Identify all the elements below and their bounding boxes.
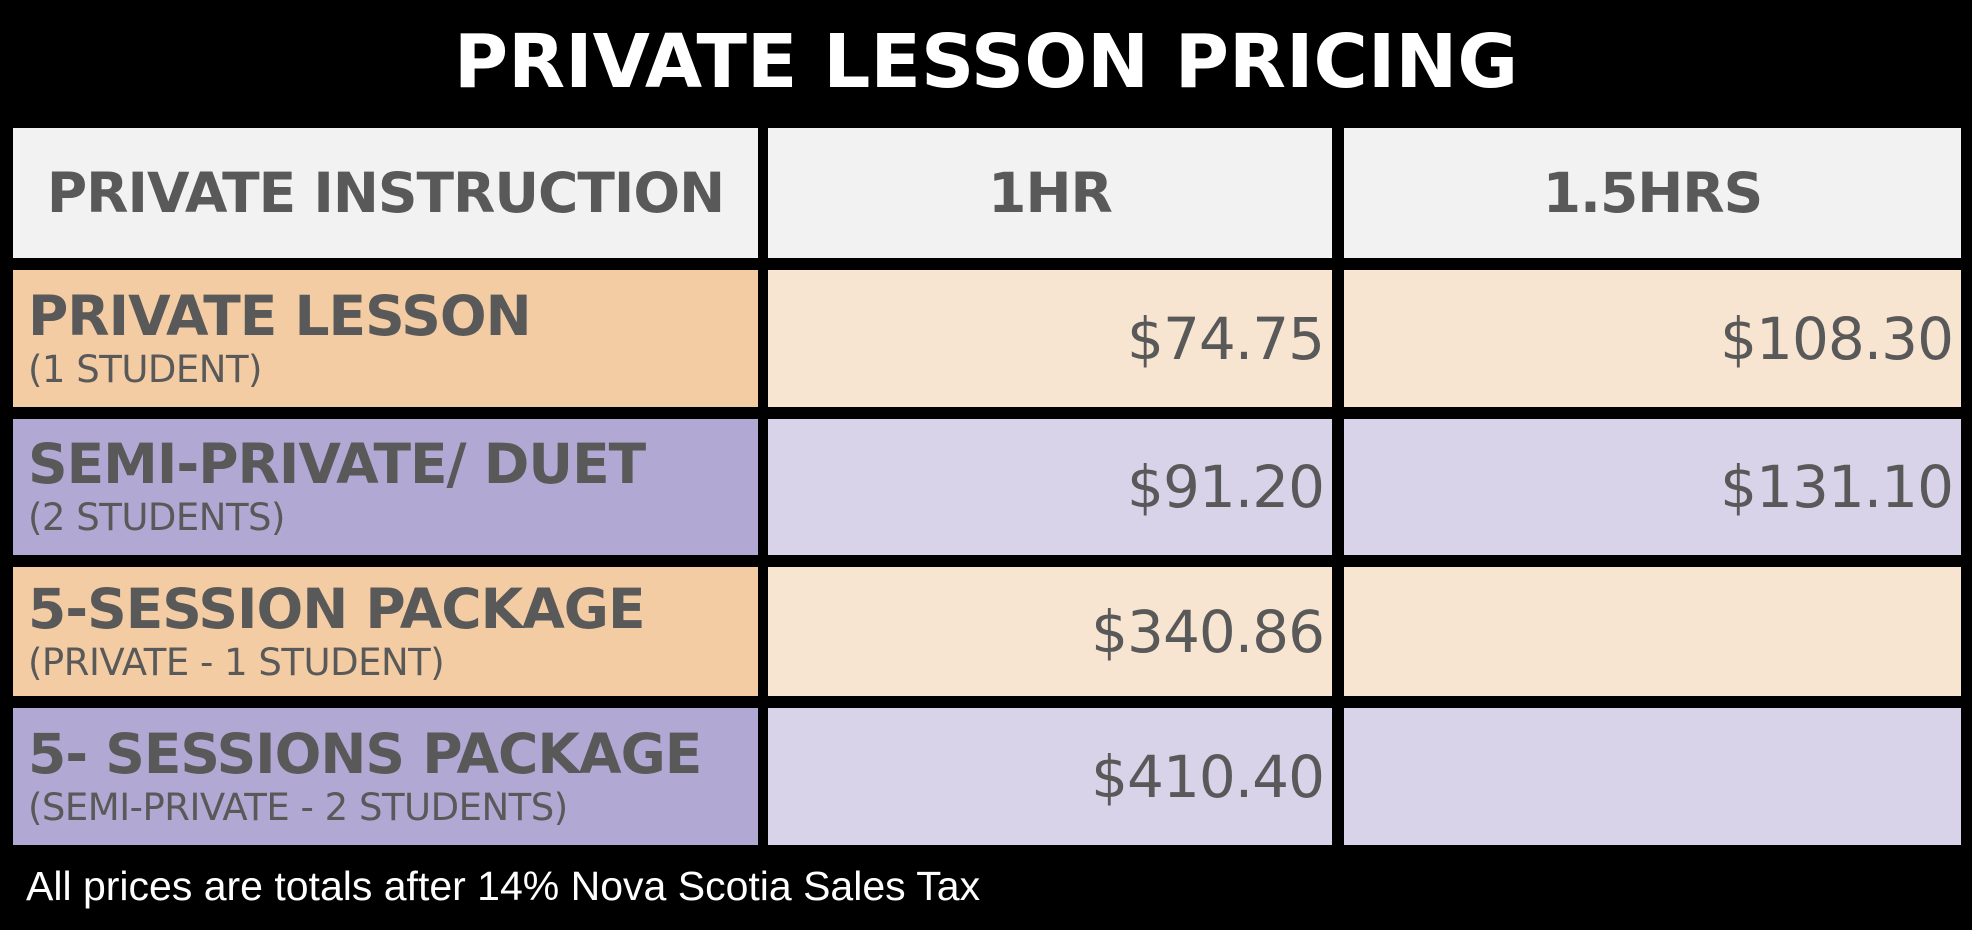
empty-price-cell (1344, 567, 1961, 696)
row-name: 5-SESSION PACKAGE (28, 576, 646, 641)
price-cell: $74.75 (768, 270, 1332, 407)
header-1-5hrs: 1.5HRS (1344, 128, 1961, 258)
row-name: SEMI-PRIVATE/ DUET (28, 432, 646, 496)
footer-note: All prices are totals after 14% Nova Sco… (26, 863, 981, 909)
row-name: PRIVATE LESSON (28, 283, 532, 348)
row-detail: (SEMI-PRIVATE - 2 STUDENTS) (28, 785, 568, 829)
row-semi-private-label: SEMI-PRIVATE/ DUET (2 STUDENTS) (13, 419, 758, 555)
empty-price-cell (1344, 708, 1961, 845)
price-cell: $340.86 (768, 567, 1332, 696)
header-private-instruction: PRIVATE INSTRUCTION (13, 128, 758, 258)
price-cell: $91.20 (768, 419, 1332, 555)
row-5-session-package-label: 5-SESSION PACKAGE (PRIVATE - 1 STUDENT) (13, 567, 758, 696)
row-private-lesson-label: PRIVATE LESSON (1 STUDENT) (13, 270, 758, 407)
header-1hr: 1HR (768, 128, 1332, 258)
price-cell: $410.40 (768, 708, 1332, 845)
page-title: PRIVATE LESSON PRICING (453, 19, 1519, 105)
price-cell: $131.10 (1344, 419, 1961, 555)
row-name: 5- SESSIONS PACKAGE (28, 721, 702, 786)
row-detail: (2 STUDENTS) (28, 496, 285, 539)
row-5-sessions-package-label: 5- SESSIONS PACKAGE (SEMI-PRIVATE - 2 ST… (13, 708, 758, 845)
row-detail: (1 STUDENT) (28, 347, 263, 391)
price-cell: $108.30 (1344, 270, 1961, 407)
row-detail: (PRIVATE - 1 STUDENT) (28, 640, 445, 684)
